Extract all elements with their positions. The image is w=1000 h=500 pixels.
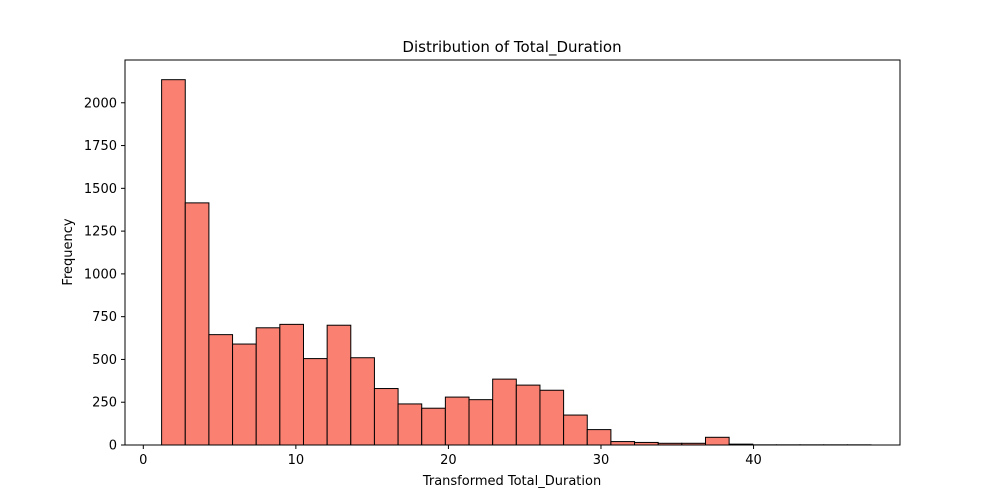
- x-tick-label: 40: [745, 453, 762, 468]
- x-axis: 0 10 20 30 40: [139, 445, 762, 468]
- x-tick-label: 10: [288, 453, 305, 468]
- y-axis: 0 250 500 750 1000 1250 1500 1750 2000: [84, 96, 125, 454]
- histogram-bar-9: [350, 357, 375, 446]
- histogram-bar-2: [184, 202, 210, 446]
- histogram-bar-18: [563, 414, 588, 446]
- chart-title: Distribution of Total_Duration: [402, 38, 621, 57]
- histogram-bar-6: [279, 323, 304, 446]
- x-tick-label: 20: [440, 453, 457, 468]
- plot-frame: [124, 59, 901, 446]
- x-tick-label: 0: [139, 453, 147, 468]
- histogram-bar-12: [421, 407, 446, 446]
- histogram-bar-20: [610, 441, 636, 446]
- histogram-bar-7: [302, 358, 328, 446]
- histogram-bar-15: [492, 378, 517, 446]
- histogram-bar-24: [704, 436, 730, 446]
- y-tick-label: 250: [92, 396, 117, 411]
- x-axis-label: Transformed Total_Duration: [422, 474, 601, 489]
- y-tick-label: 750: [92, 310, 117, 325]
- y-tick-label: 1000: [84, 267, 117, 282]
- y-tick-label: 500: [92, 353, 117, 368]
- histogram-bar-10: [373, 388, 399, 446]
- histogram-bar-8: [326, 324, 352, 446]
- histogram-bar-17: [539, 389, 565, 446]
- histogram-bar-3: [208, 334, 234, 446]
- y-tick-label: 1500: [84, 182, 117, 197]
- histogram-bar-16: [515, 384, 541, 446]
- y-tick-label: 1250: [84, 225, 117, 240]
- histogram-bar-1: [161, 79, 186, 446]
- y-axis-label: Frequency: [61, 218, 76, 285]
- y-tick-label: 0: [109, 439, 117, 454]
- histogram-bar-13: [444, 396, 470, 446]
- histogram-bar-14: [468, 399, 494, 446]
- histogram-bar-5: [255, 327, 281, 446]
- histogram-bar-19: [586, 429, 612, 446]
- histogram-bar-11: [397, 403, 423, 446]
- histogram-bar-4: [232, 343, 257, 446]
- y-tick-label: 2000: [84, 96, 117, 111]
- bars-group: [161, 79, 872, 446]
- y-tick-label: 1750: [84, 139, 117, 154]
- x-tick-label: 30: [593, 453, 610, 468]
